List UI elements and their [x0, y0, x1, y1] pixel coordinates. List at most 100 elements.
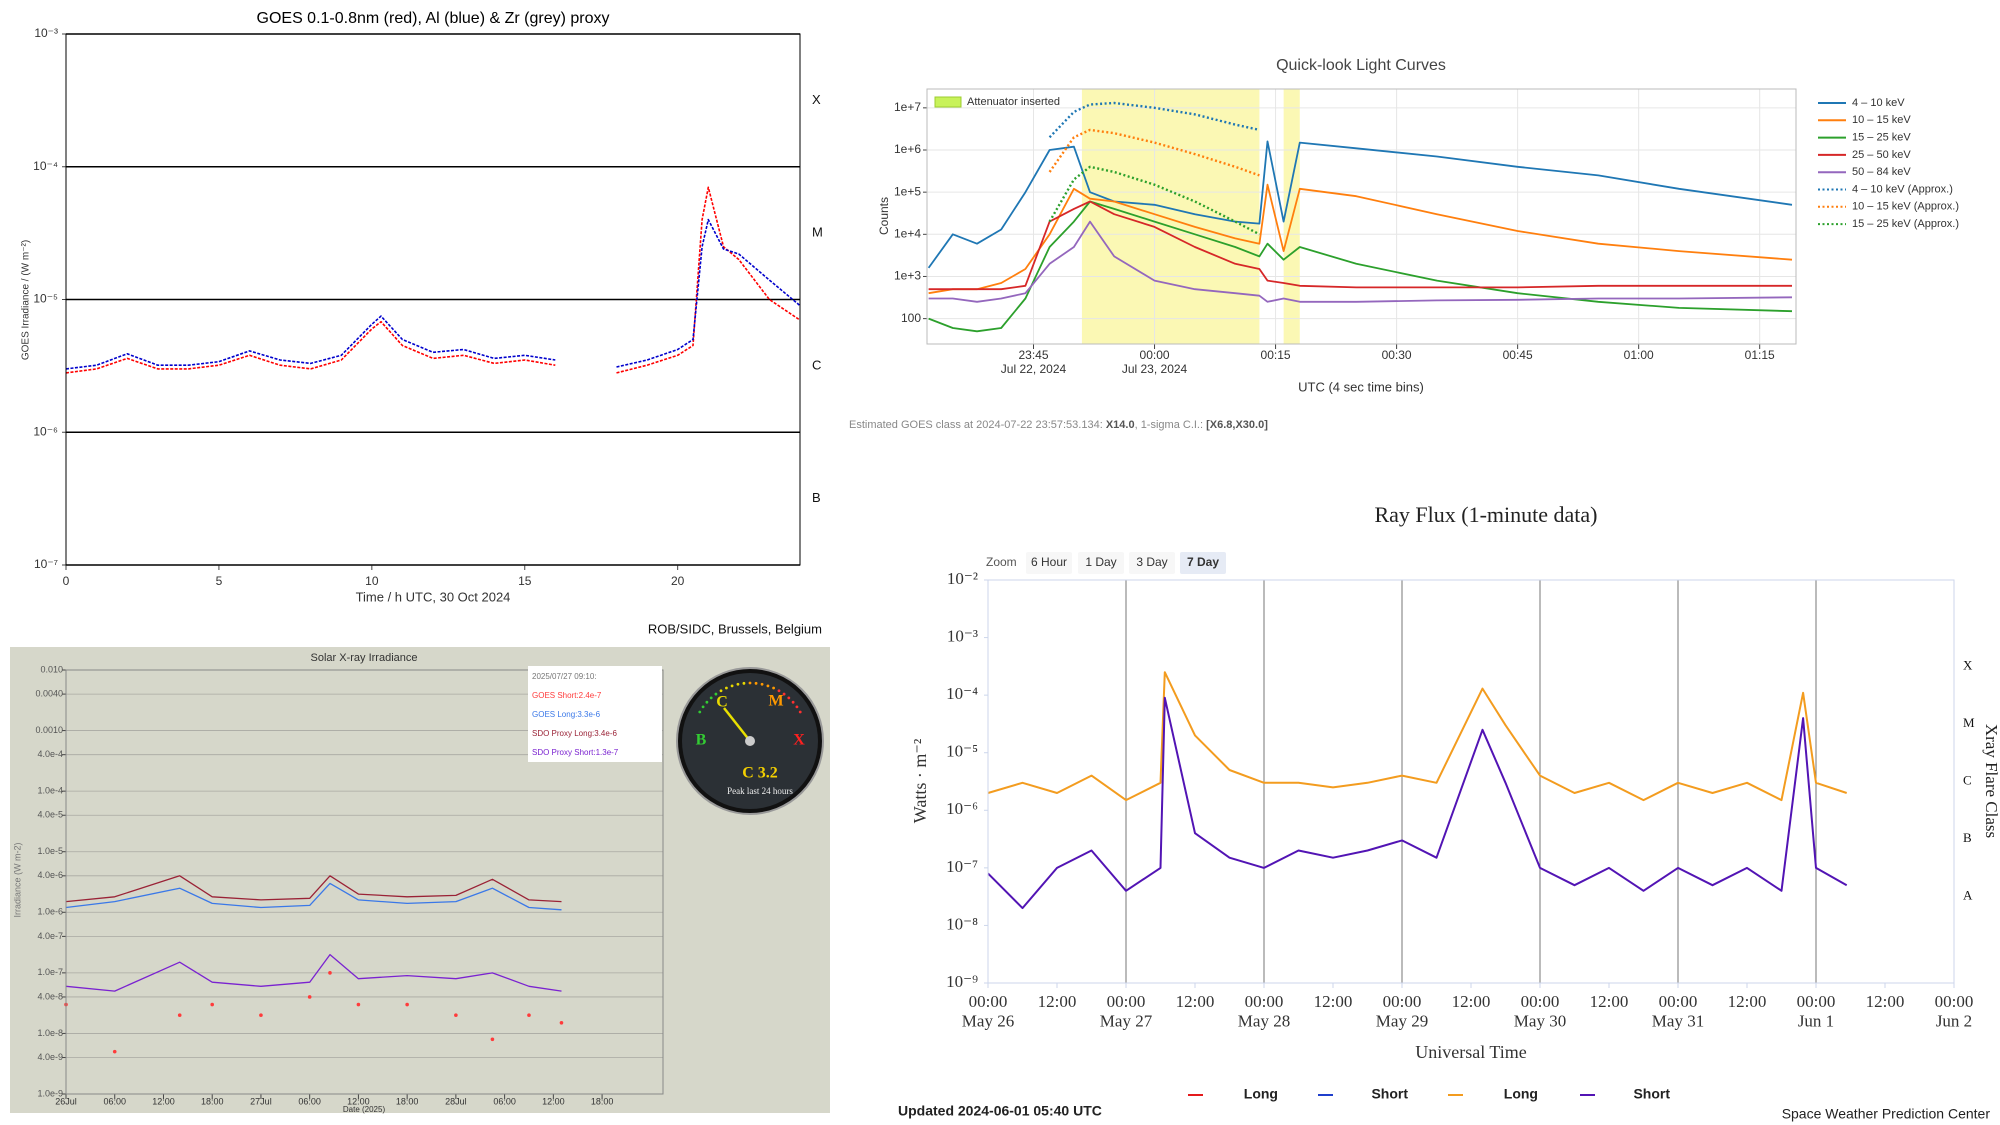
x-tick-label: 00:00	[1107, 992, 1146, 1011]
gauge-dot	[748, 681, 752, 685]
x-tick-label: 01:00	[1624, 348, 1654, 362]
gauge-dot	[730, 684, 734, 688]
y-tick-label: 10⁻⁶	[946, 799, 978, 818]
x-tick-label: 12:00	[152, 1096, 175, 1106]
zoom-button[interactable]	[1180, 552, 1226, 574]
updated-note: Updated 2024-06-01 05:40 UTC	[898, 1103, 1102, 1119]
legend-label: 10 – 15 keV (Approx.)	[1852, 201, 1959, 213]
x-tick-label: Jul 22, 2024	[1001, 362, 1067, 376]
data-point	[259, 1013, 263, 1017]
x-tick-label: 06:00	[493, 1096, 516, 1106]
x-tick-label: May 26	[962, 1011, 1014, 1030]
x-tick-label: 12:00	[1314, 992, 1353, 1011]
x-tick-label: 06:00	[103, 1096, 126, 1106]
x-tick-label: May 29	[1376, 1011, 1428, 1030]
x-tick-label: 00:00	[1521, 992, 1560, 1011]
legend-label: 15 – 25 keV	[1852, 132, 1911, 144]
y-tick-label: 0.0040	[35, 688, 63, 698]
data-point	[307, 995, 312, 999]
x-tick-label: 12:00	[1590, 992, 1629, 1011]
gauge-dot	[736, 682, 740, 686]
data-point	[527, 1013, 531, 1017]
legend-label: 4 – 10 keV	[1852, 97, 1905, 109]
x-tick-label: May 27	[1100, 1011, 1153, 1030]
legend-label: Long	[1504, 1086, 1538, 1102]
legend-label: 50 – 84 keV	[1852, 166, 1911, 178]
flare-class-label: X	[1963, 657, 1973, 672]
series-line	[987, 671, 1848, 802]
series-line	[927, 140, 1793, 269]
x-tick-label: 12:00	[347, 1096, 370, 1106]
gauge-class-label: X	[793, 732, 805, 749]
gauge-dot	[772, 686, 775, 690]
x-tick-label: 18:00	[591, 1096, 614, 1106]
legend-label: 25 – 50 keV	[1852, 149, 1911, 161]
x-tick-label: 00:00	[969, 992, 1008, 1011]
zoom-button[interactable]	[1078, 552, 1124, 574]
flare-class-label: B	[1963, 830, 1972, 845]
zoom-button-label: 6 Hour	[1031, 555, 1067, 569]
x-tick-label: 27Jul	[250, 1096, 272, 1106]
x-tick-label: 06:00	[298, 1096, 321, 1106]
x-tick-label: 12:00	[1728, 992, 1767, 1011]
x-tick-label: 00:00	[1383, 992, 1422, 1011]
attenuator-legend-swatch	[934, 96, 962, 108]
y-tick-label: 10⁻⁶	[33, 424, 58, 438]
gauge-dot	[742, 681, 746, 685]
gauge-dot	[777, 689, 781, 693]
zoom-button[interactable]	[1026, 552, 1072, 574]
flare-class-label: B	[812, 490, 821, 505]
y-tick-label: 1e+6	[894, 142, 921, 156]
y-tick-label: 10⁻³	[947, 626, 978, 645]
flare-class-label: X	[812, 92, 821, 107]
series-line	[928, 183, 1793, 295]
x-tick-label: 00:15	[1261, 348, 1291, 362]
gauge-dot	[698, 710, 702, 714]
gauge-dot	[714, 692, 718, 696]
y-tick-label: 10⁻³	[34, 26, 58, 40]
gauge-caption: Peak last 24 hours	[727, 786, 793, 796]
plot-frame	[926, 88, 1797, 345]
gauge-dot	[705, 700, 709, 704]
y-axis-label: GOES Irradiance / (W m⁻²)	[21, 240, 32, 360]
caption-part: [X6.8,X30.0]	[1206, 419, 1268, 431]
x-tick-label: May 28	[1238, 1011, 1290, 1030]
gauge-value: C 3.2	[742, 765, 778, 782]
x-tick-label: 12:00	[1452, 992, 1491, 1011]
gauge-dot	[760, 682, 764, 686]
data-point	[210, 1002, 215, 1007]
caption-part: X14.0	[1106, 419, 1135, 431]
caption-part: , 1-sigma C.I.:	[1135, 419, 1207, 431]
x-tick-label: Jun 2	[1936, 1011, 1972, 1030]
credit: ROB/SIDC, Brussels, Belgium	[648, 621, 822, 636]
x-axis-label: Universal Time	[1415, 1042, 1527, 1062]
gauge-dot	[795, 705, 799, 709]
x-tick-label: 23:45	[1018, 348, 1048, 362]
data-point	[177, 1013, 182, 1017]
y-tick-label: 10⁻⁹	[946, 972, 978, 991]
series-line	[1048, 165, 1260, 236]
x-tick-label: May 30	[1514, 1011, 1566, 1030]
gauge-dot	[766, 684, 770, 688]
x-tick-label: 00:00	[1245, 992, 1284, 1011]
x-tick-label: 5	[216, 574, 223, 588]
caption: Estimated GOES class at 2024-07-22 23:57…	[849, 419, 1268, 431]
x-tick-label: 18:00	[396, 1096, 419, 1106]
legend-label: SDO Proxy Short:1.3e-7	[532, 748, 619, 757]
plot-frame	[987, 579, 1955, 984]
x-axis-label: Time / h UTC, 30 Oct 2024	[356, 589, 511, 604]
y-axis-label: Irradiance (W m-2)	[12, 842, 22, 917]
series-line	[928, 220, 1793, 303]
x-tick-label: Jul 23, 2024	[1122, 362, 1188, 376]
series-line	[65, 882, 562, 911]
y-tick-label: 1e+7	[894, 100, 921, 114]
y-tick-label: 1.0e-4	[37, 786, 63, 796]
legend-label: GOES Long:3.3e-6	[532, 710, 601, 719]
gauge-dot	[798, 710, 802, 714]
y-tick-label: 1e+5	[894, 184, 921, 198]
y-axis-label: Counts	[877, 197, 891, 235]
zoom-button[interactable]	[1129, 552, 1175, 574]
y-tick-label: 100	[901, 311, 921, 325]
x-tick-label: 00:00	[1659, 992, 1698, 1011]
series-line	[987, 696, 1848, 910]
